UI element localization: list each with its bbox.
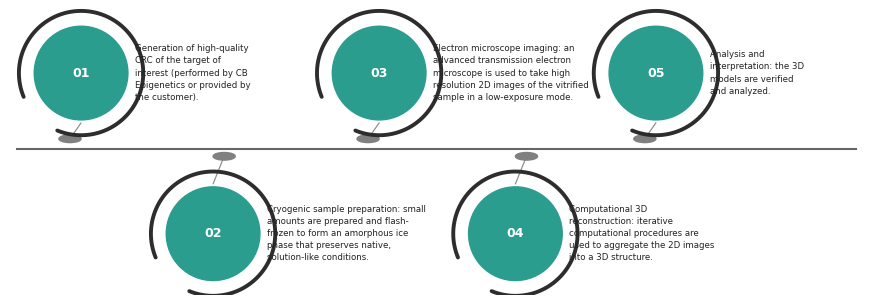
Circle shape	[634, 135, 656, 142]
Circle shape	[59, 135, 81, 142]
Ellipse shape	[166, 187, 260, 280]
Ellipse shape	[609, 26, 703, 120]
Text: Electron microscope imaging: an
advanced transmission electron
microscope is use: Electron microscope imaging: an advanced…	[433, 44, 588, 102]
Text: 03: 03	[370, 66, 388, 80]
Ellipse shape	[34, 26, 128, 120]
Text: Generation of high-quality
CRC of the target of
interest (performed by CB
Epigen: Generation of high-quality CRC of the ta…	[135, 44, 250, 102]
Circle shape	[357, 135, 379, 142]
Text: Analysis and
interpretation: the 3D
models are verified
and analyzed.: Analysis and interpretation: the 3D mode…	[710, 50, 804, 96]
Circle shape	[515, 153, 538, 160]
Text: Computational 3D
reconstruction: iterative
computational procedures are
used to : Computational 3D reconstruction: iterati…	[569, 205, 714, 263]
Ellipse shape	[468, 187, 562, 280]
Text: 02: 02	[204, 227, 222, 240]
Text: Cryogenic sample preparation: small
amounts are prepared and flash-
frozen to fo: Cryogenic sample preparation: small amou…	[267, 205, 426, 263]
Text: 01: 01	[72, 66, 90, 80]
Circle shape	[213, 153, 235, 160]
Text: 04: 04	[507, 227, 524, 240]
Ellipse shape	[332, 26, 426, 120]
Text: 05: 05	[647, 66, 665, 80]
